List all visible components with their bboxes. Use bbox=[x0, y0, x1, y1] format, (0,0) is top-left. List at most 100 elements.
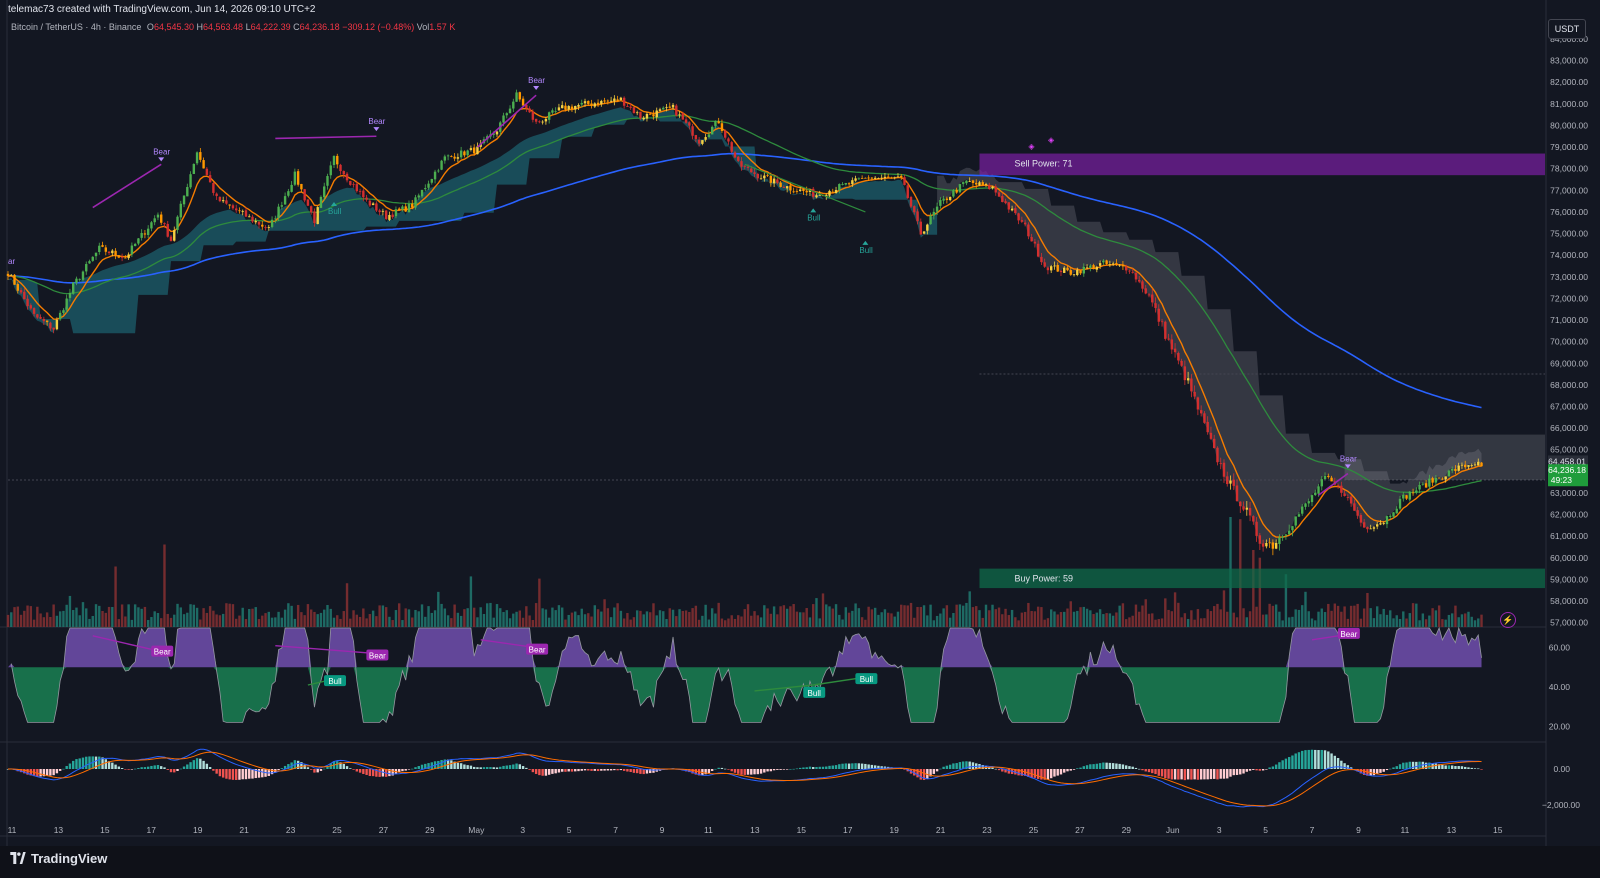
volume-bar bbox=[720, 618, 724, 627]
macd-tick: −2,000.00 bbox=[1542, 800, 1580, 810]
candle-body bbox=[1284, 534, 1288, 536]
volume-bar bbox=[942, 608, 945, 627]
candle-body bbox=[1196, 397, 1200, 410]
candle-body bbox=[130, 245, 134, 255]
volume-bar bbox=[1382, 608, 1385, 627]
macd-histogram-bar bbox=[319, 769, 323, 771]
macd-histogram-bar bbox=[1232, 769, 1235, 776]
time-tick: 27 bbox=[379, 825, 389, 835]
macd-histogram-bar bbox=[544, 769, 548, 776]
time-tick: 5 bbox=[1263, 825, 1268, 835]
volume-bar bbox=[890, 613, 893, 627]
candle-body bbox=[10, 274, 13, 276]
macd-histogram-bar bbox=[551, 769, 554, 774]
candle-body bbox=[309, 206, 313, 213]
macd-histogram-bar bbox=[365, 769, 368, 775]
symbol-ohlc-legend[interactable]: Bitcoin / TetherUS · 4h · Binance O64,54… bbox=[11, 22, 455, 32]
volume-bar bbox=[1415, 603, 1418, 627]
candle-body bbox=[1076, 269, 1079, 276]
candle-body bbox=[453, 156, 456, 159]
volume-bar bbox=[789, 606, 792, 627]
volume-bar bbox=[1402, 611, 1405, 627]
price-tick: 76,000.00 bbox=[1550, 207, 1588, 217]
volume-bar bbox=[411, 617, 414, 627]
volume-bar bbox=[306, 604, 310, 627]
macd-histogram-bar bbox=[411, 768, 414, 770]
macd-histogram-bar bbox=[1480, 769, 1483, 770]
candle-body bbox=[192, 164, 196, 174]
macd-histogram-bar bbox=[375, 769, 378, 777]
candle-body bbox=[251, 216, 254, 222]
macd-histogram-bar bbox=[727, 769, 730, 770]
macd-histogram-bar bbox=[567, 769, 570, 772]
symbol-name[interactable]: Bitcoin / TetherUS · 4h · Binance bbox=[11, 22, 142, 32]
macd-signal-line bbox=[7, 751, 1482, 807]
volume-bar bbox=[176, 603, 179, 627]
candle-body bbox=[384, 210, 388, 219]
volume-bar bbox=[1408, 613, 1411, 627]
tradingview-logo[interactable]: TradingView bbox=[9, 851, 107, 866]
buy-power-label: Buy Power: 59 bbox=[1014, 574, 1073, 584]
candle-body bbox=[847, 183, 851, 185]
volume-bar bbox=[264, 613, 267, 627]
price-tick: 62,000.00 bbox=[1550, 510, 1588, 520]
candle-body bbox=[469, 148, 473, 150]
candle-body bbox=[978, 182, 981, 186]
last-price-tag: 64,236.18 bbox=[1548, 465, 1586, 475]
candle-body bbox=[547, 112, 551, 120]
candle-body bbox=[1085, 267, 1089, 269]
macd-histogram-bar bbox=[1235, 769, 1239, 775]
volume-bar bbox=[1134, 604, 1138, 627]
candle-body bbox=[838, 184, 841, 191]
volume-bar bbox=[948, 617, 952, 627]
volume-bar bbox=[1372, 618, 1376, 627]
macd-histogram-bar bbox=[1281, 760, 1284, 769]
macd-histogram-bar bbox=[248, 769, 251, 779]
candle-body bbox=[1046, 267, 1050, 271]
candle-body bbox=[342, 171, 345, 175]
volume-bar bbox=[1317, 611, 1320, 627]
volume-bar bbox=[642, 614, 645, 627]
price-tick: 58,000.00 bbox=[1550, 596, 1588, 606]
low-value: 64,222.39 bbox=[250, 22, 291, 32]
volume-bar bbox=[580, 608, 583, 627]
candle-body bbox=[798, 189, 802, 191]
time-tick: 23 bbox=[286, 825, 296, 835]
candle-body bbox=[264, 227, 267, 229]
candle-body bbox=[339, 164, 342, 172]
candle-body bbox=[189, 174, 192, 188]
volume-bar bbox=[828, 606, 831, 627]
macd-histogram-bar bbox=[557, 769, 561, 773]
currency-unit-button[interactable]: USDT bbox=[1548, 19, 1586, 39]
macd-histogram-bar bbox=[756, 769, 759, 775]
volume-bar bbox=[662, 611, 665, 627]
volume-bar bbox=[1457, 617, 1460, 627]
volume-bar bbox=[1033, 611, 1037, 627]
candle-body bbox=[1209, 432, 1213, 439]
volume-bar bbox=[270, 617, 274, 627]
macd-histogram-bar bbox=[802, 767, 805, 769]
candle-body bbox=[1310, 495, 1314, 503]
macd-histogram-bar bbox=[916, 769, 919, 778]
bull-triangle-icon bbox=[810, 208, 817, 213]
macd-histogram-bar bbox=[1405, 762, 1408, 769]
candle-body bbox=[287, 191, 290, 196]
price-tick: 69,000.00 bbox=[1550, 358, 1588, 368]
macd-histogram-bar bbox=[1336, 757, 1340, 769]
macd-histogram-bar bbox=[212, 769, 215, 771]
candle-body bbox=[225, 200, 228, 204]
lightning-icon[interactable]: ⚡ bbox=[1500, 612, 1516, 628]
macd-histogram-bar bbox=[1216, 769, 1219, 780]
volume-bar bbox=[391, 620, 394, 627]
candle-body bbox=[1274, 542, 1278, 549]
volume-bar bbox=[55, 615, 59, 627]
macd-histogram-bar bbox=[1098, 763, 1102, 769]
macd-histogram-bar bbox=[195, 758, 199, 769]
volume-bar bbox=[1428, 615, 1431, 627]
macd-histogram-bar bbox=[420, 764, 424, 769]
candle-body bbox=[293, 171, 297, 185]
candle-body bbox=[238, 210, 241, 212]
candle-body bbox=[65, 298, 68, 310]
macd-histogram-bar bbox=[55, 769, 59, 774]
